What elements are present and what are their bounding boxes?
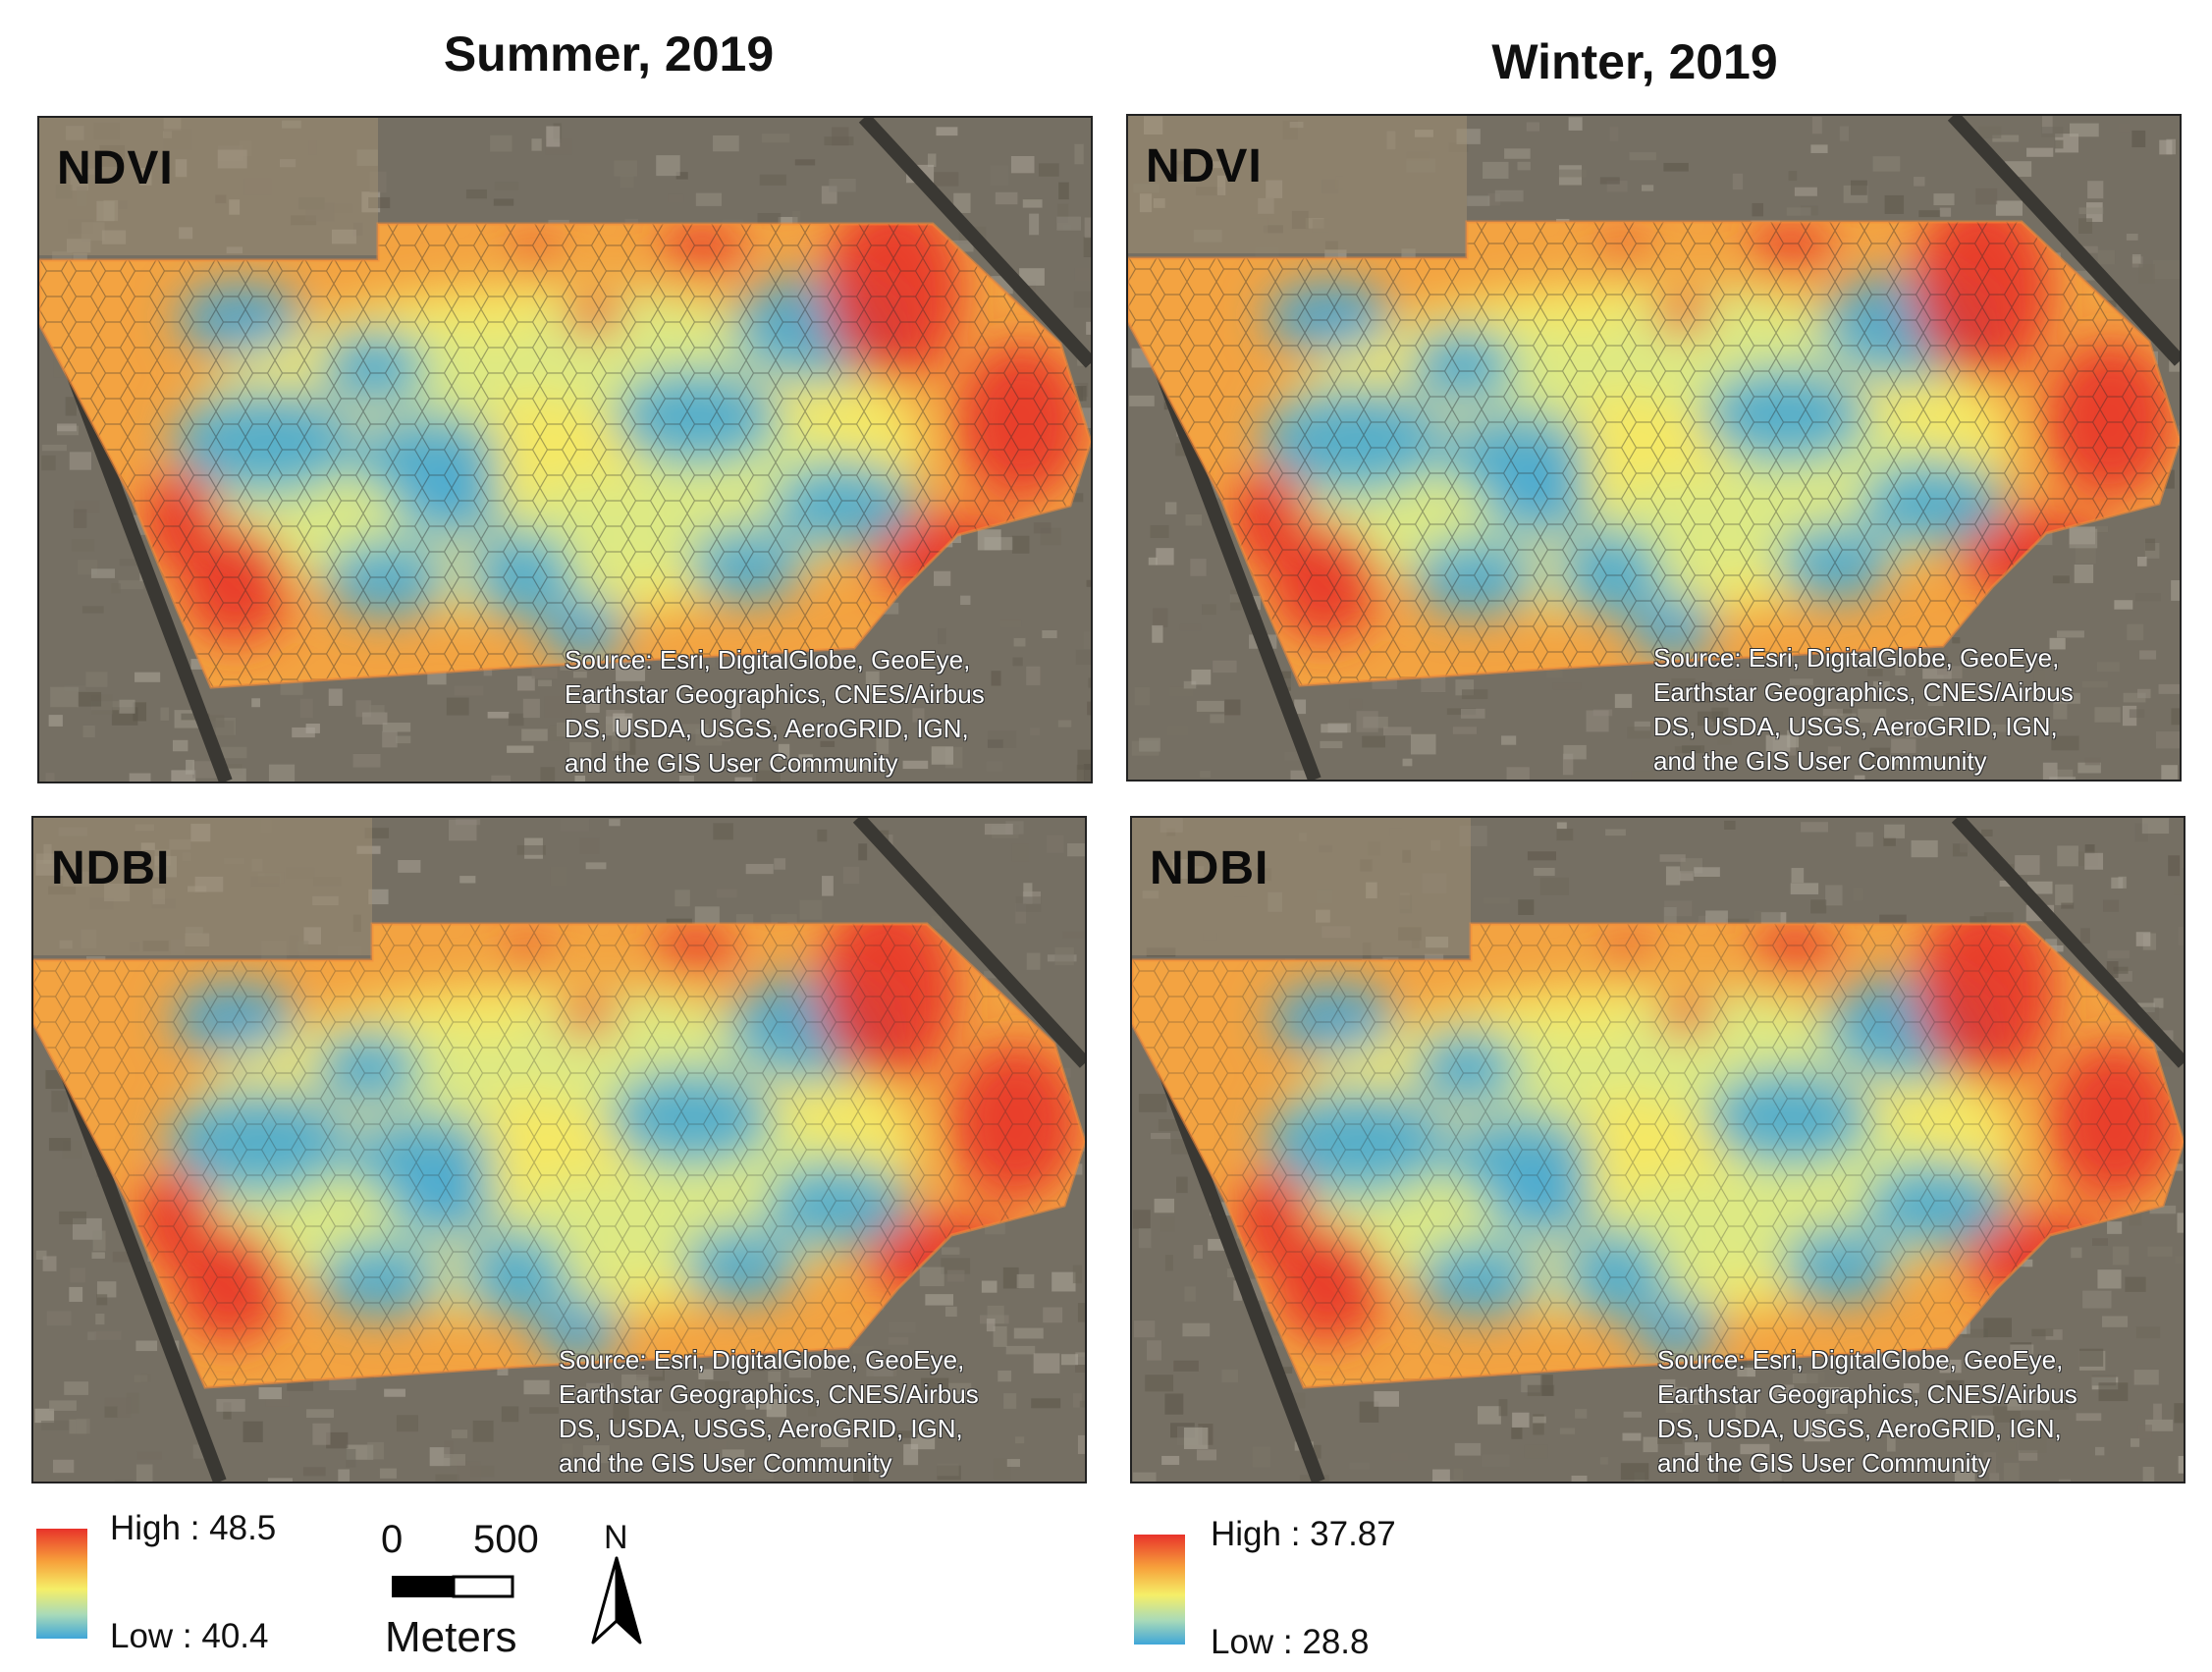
summer-ndvi-heatmap: [39, 118, 1091, 782]
basemap-credit: Source: Esri, DigitalGlobe, GeoEye, Earth…: [565, 645, 985, 778]
winter-column-title: Winter, 2019: [1491, 34, 1778, 89]
scale-bar-end-label: 500: [473, 1518, 539, 1561]
winter-legend-low: Low : 28.8: [1211, 1623, 1370, 1661]
winter-ndvi-heatmap: [1128, 116, 2180, 780]
scale-bar-start-label: 0: [381, 1518, 404, 1561]
summer-column-title: Summer, 2019: [443, 27, 775, 81]
panel-label: NDBI: [1150, 842, 1269, 894]
winter-ndbi-map[interactable]: NDBI Source: Esri, DigitalGlobe, GeoEye,…: [1130, 816, 2185, 1483]
basemap-credit: Source: Esri, DigitalGlobe, GeoEye, Earth…: [1657, 1345, 2077, 1478]
panel-label: NDVI: [1146, 140, 1263, 192]
scale-bar: [392, 1575, 514, 1598]
basemap-credit: Source: Esri, DigitalGlobe, GeoEye, Earth…: [559, 1345, 979, 1478]
panel-label: NDBI: [51, 842, 171, 894]
summer-legend-low: Low : 40.4: [110, 1617, 269, 1655]
winter-legend-high: High : 37.87: [1211, 1515, 1396, 1553]
summer-ndvi-map[interactable]: NDVI Source: Esri, DigitalGlobe, GeoEye,…: [37, 116, 1093, 783]
summer-ndbi-heatmap: [33, 818, 1085, 1482]
north-arrow-label: N: [604, 1519, 628, 1556]
scale-bar-unit: Meters: [385, 1613, 517, 1661]
summer-ndbi-map[interactable]: NDBI Source: Esri, DigitalGlobe, GeoEye,…: [31, 816, 1087, 1483]
summer-legend-high: High : 48.5: [110, 1509, 277, 1547]
north-arrow-icon: [591, 1556, 642, 1645]
summer-legend-color-ramp: [36, 1529, 87, 1639]
winter-ndvi-map[interactable]: NDVI Source: Esri, DigitalGlobe, GeoEye,…: [1126, 114, 2182, 782]
winter-legend-color-ramp: [1134, 1535, 1185, 1645]
winter-ndbi-heatmap: [1132, 818, 2184, 1482]
basemap-credit: Source: Esri, DigitalGlobe, GeoEye, Earth…: [1653, 643, 2074, 776]
panel-label: NDVI: [57, 142, 174, 194]
